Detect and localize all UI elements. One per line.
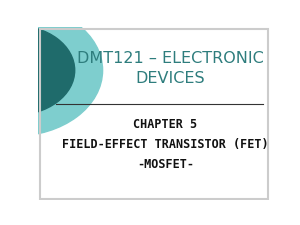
- Circle shape: [0, 4, 103, 136]
- Text: CHAPTER 5
FIELD-EFFECT TRANSISTOR (FET)
-MOSFET-: CHAPTER 5 FIELD-EFFECT TRANSISTOR (FET) …: [62, 118, 269, 171]
- Circle shape: [0, 25, 75, 115]
- Text: DMT121 – ELECTRONIC
DEVICES: DMT121 – ELECTRONIC DEVICES: [76, 52, 263, 86]
